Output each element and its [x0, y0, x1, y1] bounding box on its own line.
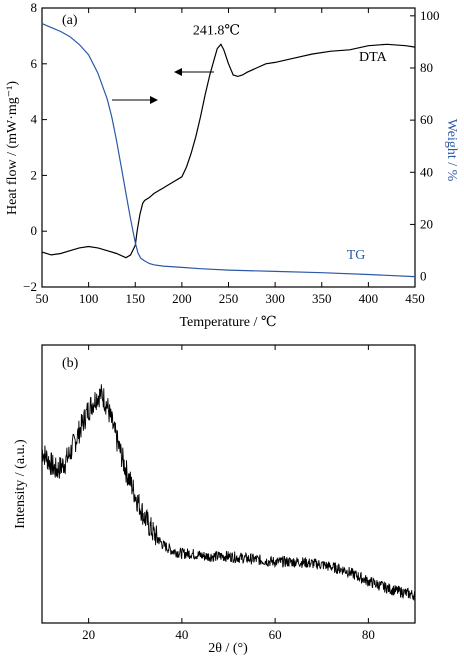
panel-a-left-y-tick-label: −2: [23, 279, 37, 294]
panel-a-x-tick-label: 350: [312, 291, 332, 306]
panel-a-right-y-axis-title: Weight / %: [444, 119, 459, 182]
panel-a-left-y-tick-label: 8: [31, 0, 38, 15]
panel-a-left-y-axis-title: Heat flow / (mW·mg⁻¹): [5, 81, 20, 215]
tg-series-label: TG: [347, 248, 366, 263]
panel-a-ticks: 50 100 150 200 250 300 350 400 450−2024680204060…: [23, 0, 439, 306]
panel-b-plot-frame: [41, 344, 416, 624]
panel-b-x-tick-label: 40: [175, 627, 188, 642]
panel-a-annotations: 241.8℃ DTA TG: [193, 23, 388, 263]
axis-arrows: [112, 68, 214, 104]
panel-a-right-y-tick-label: 60: [420, 112, 433, 127]
panel-a: 50 100 150 200 250 300 350 400 450−2024680204060…: [5, 0, 459, 330]
panel-b-x-tick-label: 80: [362, 627, 375, 642]
panel-b: 20 40 60 80 (b) 2θ / (°) Intensity / (a.u.): [13, 344, 416, 656]
panel-a-x-tick-label: 250: [219, 291, 239, 306]
panel-a-right-y-tick-label: 20: [420, 216, 433, 231]
panel-b-label: (b): [62, 356, 79, 371]
dta-left-axis-arrowhead: [174, 68, 182, 76]
panel-a-x-tick-label: 400: [359, 291, 379, 306]
tg-series-line: [41, 23, 416, 278]
panel-a-series: [41, 23, 416, 278]
dta-series-line: [41, 43, 416, 259]
panel-a-x-tick-label: 450: [405, 291, 425, 306]
dta-series-label: DTA: [359, 50, 388, 65]
panel-a-x-tick-label: 100: [79, 291, 99, 306]
panel-a-right-y-tick-label: 40: [420, 164, 433, 179]
panel-b-series: [41, 384, 416, 601]
panel-a-x-tick-label: 200: [172, 291, 192, 306]
panel-b-x-tick-label: 20: [82, 627, 95, 642]
panel-a-x-tick-label: 150: [126, 291, 146, 306]
panel-b-x-tick-label: 60: [269, 627, 282, 642]
panel-a-x-tick-label: 50: [36, 291, 49, 306]
panel-a-label: (a): [62, 13, 78, 28]
panel-a-right-y-tick-label: 80: [420, 60, 433, 75]
panel-a-left-y-tick-label: 4: [31, 112, 38, 127]
xrd-series-line: [41, 384, 416, 601]
panel-a-x-tick-label: 300: [265, 291, 285, 306]
panel-a-left-y-tick-label: 6: [31, 56, 38, 71]
panel-a-right-y-tick-label: 0: [420, 269, 427, 284]
panel-a-left-y-tick-label: 0: [31, 223, 38, 238]
panel-b-y-axis-title: Intensity / (a.u.): [13, 439, 28, 529]
panel-b-x-axis-title: 2θ / (°): [208, 641, 248, 656]
panel-a-x-axis-title: Temperature / ℃: [179, 315, 276, 330]
peak-annotation-label: 241.8℃: [193, 23, 240, 38]
panel-a-right-y-tick-label: 100: [420, 8, 440, 23]
panel-a-left-y-tick-label: 2: [31, 167, 38, 182]
tg-right-axis-arrowhead: [150, 96, 158, 104]
panel-b-ticks: 20 40 60 80: [82, 345, 375, 642]
